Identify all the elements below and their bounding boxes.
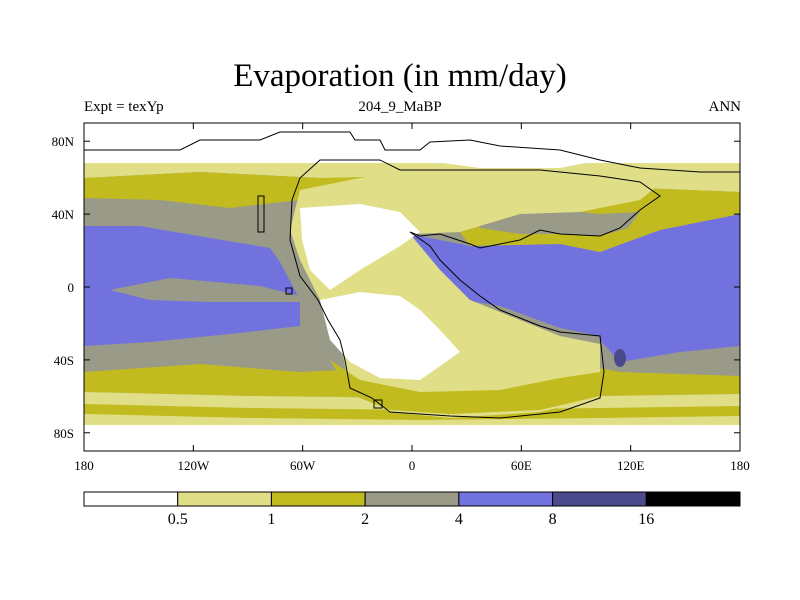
y-tick-label: 40N [52,207,75,222]
x-tick-label: 60W [290,458,316,473]
field-continent-margin [330,360,600,414]
colorbar-swatch [552,491,647,507]
coastline [84,131,740,419]
field-continent-arid-south [320,292,460,380]
experiment-label: Expt = texYp [84,99,164,115]
field-pacific-east-band [110,278,300,302]
chart-title: Evaporation (in mm/day) [233,58,567,94]
colorbar-swatch [645,491,741,507]
colorbar-level-label: 0.5 [168,511,188,528]
field-continent-arid-northeast [390,124,600,168]
x-tick-label: 0 [409,458,416,473]
colorbar-level-label: 16 [638,511,654,528]
x-tick-label: 60E [511,458,532,473]
x-axis: 180 120W 60W 0 60E 120E 180 [74,123,750,473]
field-east-ocean [410,214,740,362]
colorbar: 0.5 1 2 4 8 16 [83,491,741,528]
colorbar-swatch [83,491,179,507]
y-tick-label: 80N [52,134,75,149]
x-tick-label: 180 [74,458,94,473]
colorbar-level-label: 1 [267,511,275,528]
colorbar-level-label: 8 [549,511,557,528]
x-tick-label: 180 [730,458,750,473]
field-north-light-band [84,163,740,192]
y-tick-label: 80S [54,426,74,441]
colorbar-level-label: 2 [361,511,369,528]
season-label: ANN [708,99,742,115]
contour-fields [84,123,740,451]
period-label: 204_9_MaBP [358,99,442,115]
colorbar-swatch [177,491,272,507]
colorbar-swatch [364,491,460,507]
x-tick-label: 120W [177,458,210,473]
colorbar-swatch [458,491,554,507]
y-tick-label: 40S [54,353,74,368]
colorbar-swatch [270,491,366,507]
y-tick-label: 0 [68,280,75,295]
y-axis: 80N 40N 0 40S 80S [52,134,740,441]
field-high-evaporation-spot [614,349,626,367]
colorbar-level-label: 4 [455,511,463,528]
x-tick-label: 120E [617,458,645,473]
field-continent-arid-north [300,204,420,290]
